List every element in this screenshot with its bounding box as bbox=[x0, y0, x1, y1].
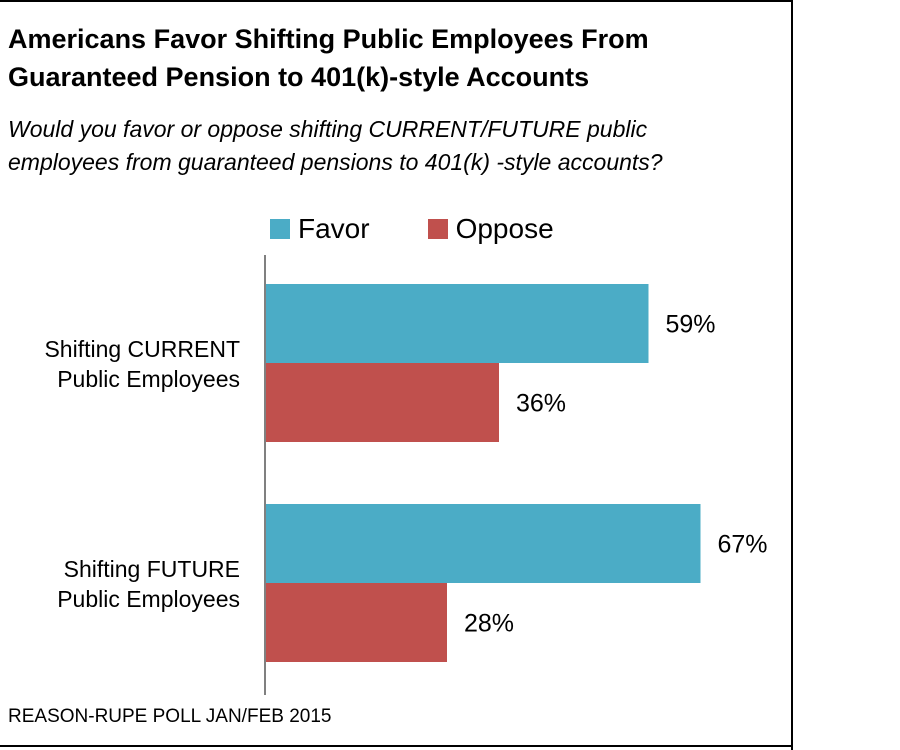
chart-title-line-2: Guaranteed Pension to 401(k)-style Accou… bbox=[8, 62, 590, 92]
frame-right-border bbox=[791, 0, 793, 750]
chart-legend: Favor Oppose bbox=[270, 211, 612, 247]
category-label-1-line-0: Shifting FUTURE bbox=[64, 556, 240, 582]
chart-subtitle-line-1: Would you favor or oppose shifting CURRE… bbox=[8, 116, 648, 142]
legend-swatch-oppose bbox=[427, 219, 448, 239]
chart-subtitle-line-2: employees from guaranteed pensions to 40… bbox=[8, 149, 663, 175]
frame-bottom-border bbox=[0, 745, 793, 747]
bar-favor-0 bbox=[265, 284, 649, 363]
frame-top-border bbox=[0, 0, 793, 2]
chart-title-line-1: Americans Favor Shifting Public Employee… bbox=[8, 24, 649, 54]
legend-label-oppose: Oppose bbox=[455, 213, 554, 244]
source-note: REASON-RUPE POLL JAN/FEB 2015 bbox=[8, 706, 332, 727]
data-label-favor-0: 59% bbox=[666, 311, 716, 339]
legend-swatch-favor bbox=[270, 219, 290, 239]
data-label-oppose-0: 36% bbox=[516, 390, 566, 418]
chart-subtitle: Would you favor or oppose shifting CURRE… bbox=[8, 113, 778, 179]
data-label-oppose-1: 28% bbox=[464, 610, 514, 638]
legend-item-oppose: Oppose bbox=[427, 213, 554, 245]
data-label-favor-1: 67% bbox=[718, 531, 768, 559]
bar-favor-1 bbox=[265, 504, 701, 583]
category-label-0-line-0: Shifting CURRENT bbox=[44, 336, 240, 362]
bar-oppose-0 bbox=[265, 363, 499, 442]
chart-title: Americans Favor Shifting Public Employee… bbox=[8, 20, 778, 96]
category-label-1-line-1: Public Employees bbox=[57, 586, 240, 612]
bar-oppose-1 bbox=[265, 583, 447, 662]
legend-item-favor: Favor bbox=[270, 213, 370, 245]
legend-label-favor: Favor bbox=[298, 213, 370, 244]
category-label-0-line-1: Public Employees bbox=[57, 366, 240, 392]
